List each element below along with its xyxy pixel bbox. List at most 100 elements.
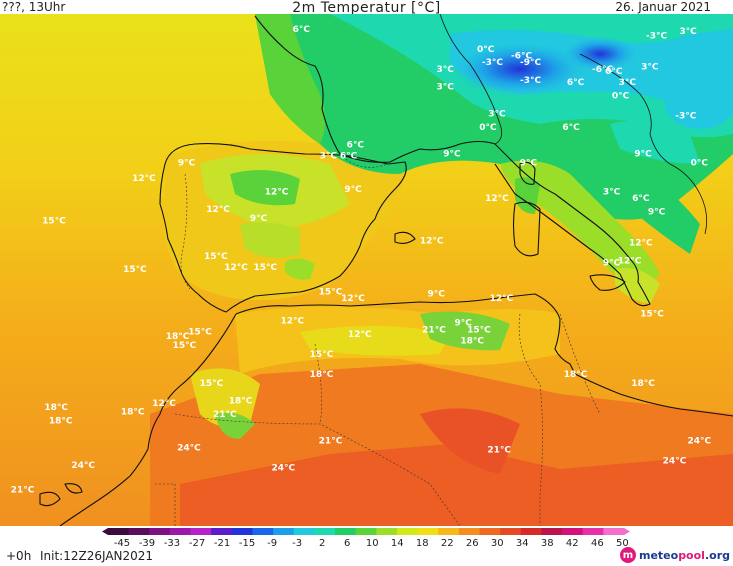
legend-color-swatch <box>108 528 130 535</box>
temperature-label: 9°C <box>443 150 461 160</box>
temperature-label: 24°C <box>271 463 295 473</box>
temperature-label: 24°C <box>71 461 95 471</box>
europe-cold-zone <box>255 14 733 254</box>
temperature-label: 15°C <box>253 263 277 273</box>
temperature-label: 0°C <box>691 158 709 168</box>
temperature-label: 9°C <box>178 158 196 168</box>
temperature-label: 3°C <box>320 152 338 162</box>
legend-tick-label: 34 <box>516 538 529 549</box>
temperature-label: 9°C <box>520 158 538 168</box>
temperature-label: 12°C <box>132 174 156 184</box>
temperature-label: 21°C <box>213 410 237 420</box>
temperature-label: 12°C <box>341 294 365 304</box>
temperature-label: 15°C <box>188 328 212 338</box>
legend-color-swatch <box>562 528 584 535</box>
temperature-label: 3°C <box>641 63 659 73</box>
temperature-label: 0°C <box>612 92 630 102</box>
temperature-label: 9°C <box>634 150 652 160</box>
temperature-label: 18°C <box>460 337 484 347</box>
legend-tick-label: 6 <box>344 538 350 549</box>
legend-color-swatch <box>417 528 439 535</box>
temperature-label: 12°C <box>265 187 289 197</box>
temperature-label: 6°C <box>632 194 650 204</box>
legend-tick-label: 2 <box>319 538 325 549</box>
legend-tick-label: -27 <box>189 538 205 549</box>
legend-tick-label: 14 <box>391 538 404 549</box>
temperature-label: 3°C <box>437 65 455 75</box>
legend-tick-label: 30 <box>491 538 504 549</box>
temperature-label: 15°C <box>640 310 664 320</box>
warm-zone <box>150 364 733 526</box>
timestamp-label: ???, 13Uhr <box>2 0 66 14</box>
temperature-label: 3°C <box>619 78 637 88</box>
temperature-label: 21°C <box>422 325 446 335</box>
temperature-label: 9°C <box>603 259 621 269</box>
temperature-label: 12°C <box>206 205 230 215</box>
temperature-label: 21°C <box>11 486 35 496</box>
legend-color-swatch <box>500 528 522 535</box>
temperature-label: 9°C <box>250 214 268 224</box>
legend-color-swatch <box>396 528 419 535</box>
map-title: 2m Temperatur [°C] <box>292 0 441 16</box>
temperature-label: 6°C <box>340 152 358 162</box>
temperature-label: 12°C <box>280 316 304 326</box>
legend-color-bar <box>102 528 630 535</box>
legend-tick-label: 18 <box>416 538 429 549</box>
legend-color-swatch <box>252 528 274 535</box>
forecast-step: +0h <box>6 549 32 563</box>
temperature-label: 15°C <box>42 216 66 226</box>
temperature-label: -3°C <box>482 58 503 68</box>
legend-color-swatch <box>458 528 481 535</box>
legend-tick-label: 46 <box>591 538 604 549</box>
temperature-label: 9°C <box>344 185 362 195</box>
temperature-label: 6°C <box>347 141 365 151</box>
legend-color-swatch <box>128 528 150 535</box>
temperature-label: 18°C <box>121 408 145 418</box>
temperature-label: 9°C <box>455 319 473 329</box>
temperature-labels: 6°C0°C-6°C-9°C-3°C-3°C 3°C-6°C3°C-3°C 6°C0… <box>11 25 712 496</box>
temperature-label: 18°C <box>631 379 655 389</box>
temperature-label: 3°C <box>679 27 697 37</box>
temperature-label: 6°C <box>293 25 311 35</box>
temperature-label: 3°C <box>603 187 621 197</box>
legend-color-swatch <box>335 528 357 535</box>
legend-color-swatch <box>273 528 295 535</box>
legend-color-swatch <box>169 528 192 535</box>
temperature-label: 12°C <box>485 194 509 204</box>
temperature-label: 15°C <box>204 252 228 262</box>
legend-tick-label: 10 <box>366 538 379 549</box>
legend-tick-label: -33 <box>164 538 180 549</box>
temperature-label: 24°C <box>663 457 687 467</box>
temperature-label: 15°C <box>123 265 147 275</box>
map-date: 26. Januar 2021 <box>615 0 711 14</box>
temperature-label: 9°C <box>428 290 446 300</box>
temperature-label: 15°C <box>173 341 197 351</box>
legend-tick-label: 42 <box>566 538 579 549</box>
temperature-label: 12°C <box>490 294 514 304</box>
legend-tick-label: 22 <box>441 538 454 549</box>
temperature-label: 21°C <box>487 446 511 456</box>
legend-color-swatch <box>314 528 336 535</box>
temperature-label: 6°C <box>567 78 585 88</box>
country-borders <box>155 153 601 526</box>
temperature-label: -3°C <box>520 76 541 86</box>
legend-color-swatch <box>231 528 254 535</box>
temperature-label: 12°C <box>629 239 653 249</box>
temperature-label: 15°C <box>467 325 491 335</box>
temperature-label: 18°C <box>49 417 73 427</box>
legend-tick-label: -3 <box>292 538 302 549</box>
temperature-label: -3°C <box>646 32 667 42</box>
legend-tick-label: 50 <box>616 538 629 549</box>
iberia-field <box>164 140 410 300</box>
temperature-label: 18°C <box>44 403 68 413</box>
legend-tick-label: -21 <box>214 538 230 549</box>
temperature-label: 0°C <box>477 45 495 55</box>
legend-color-swatch <box>520 528 543 535</box>
legend-color-swatch <box>190 528 212 535</box>
legend-tick-label: 38 <box>541 538 554 549</box>
legend-color-swatch <box>603 528 625 535</box>
temperature-label: 18°C <box>229 397 253 407</box>
temperature-label: -6°C <box>592 65 613 75</box>
temperature-label: 12°C <box>224 263 248 273</box>
